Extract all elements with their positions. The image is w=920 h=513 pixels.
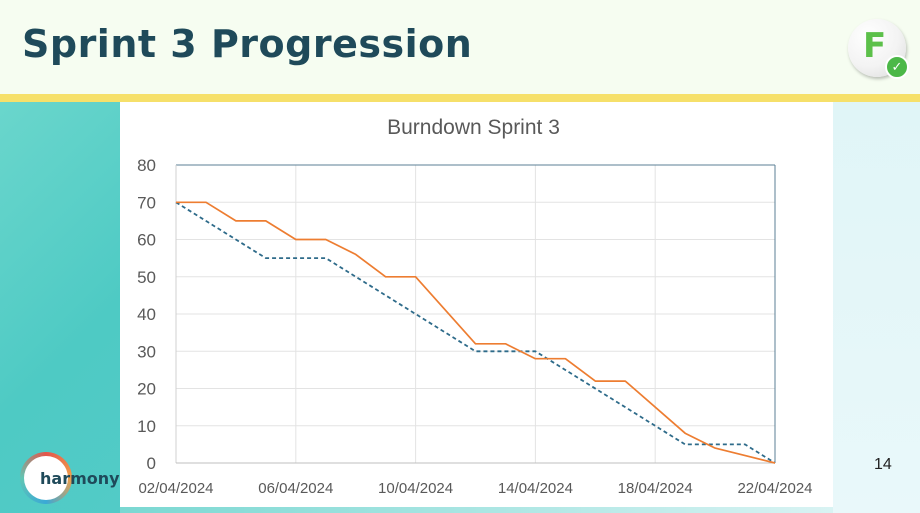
harmony-wordmark: harmony [40, 469, 120, 488]
right-decorative-band [833, 102, 920, 513]
x-tick-label: 10/04/2024 [378, 480, 453, 497]
y-tick-label: 10 [137, 417, 156, 436]
x-tick-label: 06/04/2024 [258, 480, 333, 497]
y-tick-label: 50 [137, 268, 156, 287]
chart-title: Burndown Sprint 3 [387, 116, 560, 139]
slide-header: Sprint 3 Progression F ✓ [0, 0, 920, 94]
x-tick-label: 18/04/2024 [618, 480, 693, 497]
y-tick-label: 70 [137, 193, 156, 212]
y-tick-label: 40 [137, 305, 156, 324]
y-tick-label: 60 [137, 231, 156, 250]
checkmark-icon: ✓ [885, 55, 909, 79]
chart-area: Burndown Sprint 3 [120, 102, 833, 507]
x-tick-label: 02/04/2024 [138, 480, 213, 497]
header-divider [0, 94, 920, 102]
harmony-ring-icon [20, 452, 72, 504]
f-logo-icon: F ✓ [848, 19, 909, 79]
harmony-logo: harmony [20, 452, 120, 504]
page-number: 14 [874, 456, 892, 473]
y-tick-label: 0 [147, 454, 156, 473]
logo-letter: F [863, 26, 887, 66]
y-tick-label: 20 [137, 380, 156, 399]
burndown-chart: 0 10 20 30 40 50 60 70 80 02/04/2024 06/04/2024 10… [137, 156, 812, 497]
x-tick-label: 14/04/2024 [498, 480, 573, 497]
ideal-burndown-line [175, 201, 776, 464]
actual-burndown-line [176, 201, 776, 464]
slide-title: Sprint 3 Progression [22, 22, 473, 66]
y-tick-label: 80 [137, 156, 156, 175]
bottom-decorative-strip [120, 507, 833, 513]
y-tick-label: 30 [137, 342, 156, 361]
left-decorative-band [0, 102, 120, 513]
x-tick-label: 22/04/2024 [737, 480, 812, 497]
